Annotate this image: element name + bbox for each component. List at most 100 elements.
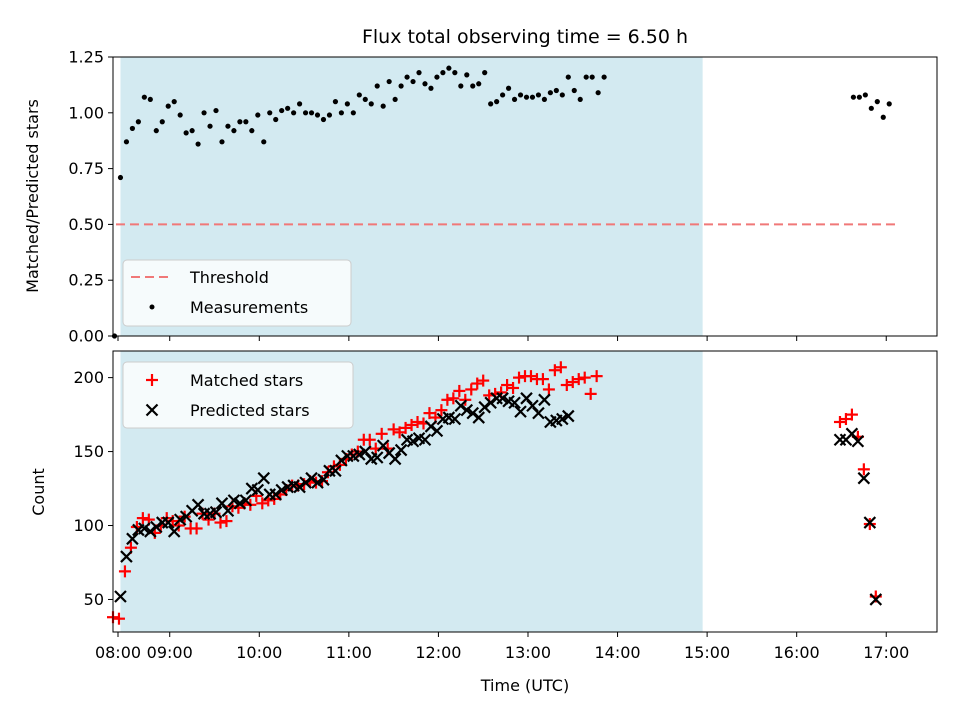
matched-star-point	[112, 612, 125, 625]
bottom-panel: 50 100 150 200 08:00 09:00 10:00 11:00 12:00 13:…	[29, 350, 938, 695]
matched-star-point	[447, 392, 460, 405]
measurement-point	[213, 107, 219, 114]
predicted-star-point	[161, 516, 175, 529]
predicted-star-point	[317, 473, 330, 486]
x-tick-label: 15:00	[684, 643, 730, 662]
measurement-point	[464, 72, 470, 78]
y-tick-label: 100	[73, 516, 104, 535]
legend-measurements-swatch	[149, 304, 155, 310]
predicted-star-point	[233, 497, 247, 510]
measurement-point	[195, 141, 201, 147]
measurement-point	[129, 125, 136, 132]
chart-title: Flux total observing time = 6.50 h	[362, 26, 688, 48]
measurement-point	[141, 94, 147, 100]
measurement-point	[273, 116, 279, 123]
measurement-point	[279, 107, 285, 114]
top-panel: 0.00 0.25 0.50 0.75 1.00 1.25 Flux total obse…	[23, 26, 938, 346]
measurement-point	[147, 96, 153, 103]
measurement-point	[410, 78, 416, 85]
predicted-star-point	[448, 412, 462, 426]
x-tick-label: 16:00	[774, 643, 820, 662]
measurement-point	[434, 74, 440, 80]
predicted-star-point	[126, 532, 139, 546]
legend-matched-swatch	[146, 374, 158, 386]
measurement-point	[171, 99, 177, 105]
measurement-point	[177, 112, 183, 118]
measurement-point	[577, 96, 583, 103]
measurement-point	[255, 112, 261, 118]
legend-predicted-label: Predicted stars	[190, 401, 310, 420]
legend-matched-label: Matched stars	[190, 371, 303, 390]
predicted-star-point	[514, 405, 527, 418]
measurement-point	[482, 70, 488, 76]
top-legend: Threshold Measurements	[122, 259, 352, 327]
predicted-star-point	[556, 412, 569, 426]
matched-star-point	[118, 565, 131, 578]
predicted-star-point	[857, 471, 871, 485]
measurement-point	[380, 103, 386, 109]
matched-star-point	[513, 371, 526, 384]
measurement-point	[362, 96, 368, 103]
predicted-star-point	[430, 424, 444, 438]
bottom-y-ticks: 50 100 150 200	[73, 368, 113, 609]
predicted-star-point	[209, 505, 223, 519]
y-tick-label: 1.00	[68, 103, 104, 122]
predicted-star-point	[538, 393, 551, 407]
measurement-point	[314, 112, 321, 118]
y-tick-label: 0.25	[68, 271, 104, 290]
measurement-point	[350, 110, 356, 116]
predicted-star-point	[120, 550, 133, 563]
x-axis-label: Time (UTC)	[480, 676, 569, 695]
measurement-point	[553, 87, 559, 94]
measurement-point	[308, 110, 315, 116]
matched-star-point	[465, 383, 478, 396]
measurement-point	[422, 81, 428, 87]
measurement-point	[500, 92, 506, 98]
predicted-star-point	[508, 396, 521, 410]
bottom-axes-frame	[112, 350, 938, 633]
predicted-star-point	[138, 522, 151, 535]
measurement-point	[225, 123, 231, 129]
measurement-point	[428, 85, 434, 91]
y-tick-label: 50	[84, 590, 104, 609]
matched-star-point	[584, 387, 597, 400]
measurement-point	[261, 139, 267, 145]
measurement-point	[302, 110, 309, 116]
predicted-star-point	[406, 434, 420, 448]
top-y-axis-label: Matched/Predicted stars	[23, 99, 42, 293]
predicted-star-point	[353, 448, 366, 461]
predicted-star-point	[472, 411, 486, 424]
measurement-point	[494, 99, 500, 105]
measurement-point	[326, 112, 333, 118]
measurement-point	[856, 94, 862, 100]
top-y-ticks: 0.00 0.25 0.50 0.75 1.00 1.25	[68, 48, 113, 346]
x-tick-label: 13:00	[505, 643, 551, 662]
bottom-legend-box	[122, 361, 354, 429]
x-tick-label: 10:00	[236, 643, 282, 662]
measurement-point	[488, 101, 494, 107]
matched-star-point	[190, 522, 203, 535]
measurement-point	[338, 110, 344, 116]
measurement-point	[416, 70, 422, 76]
matched-star-point	[857, 463, 870, 476]
measurement-point	[535, 92, 542, 98]
predicted-star-point	[173, 513, 187, 526]
predicted-star-point	[221, 504, 235, 518]
measurement-point	[183, 130, 189, 136]
measurement-point	[123, 139, 130, 145]
measurement-point	[583, 74, 589, 80]
matched-star-point	[453, 384, 466, 397]
measurement-point	[189, 128, 195, 134]
measurement-point	[446, 65, 452, 71]
predicted-star-point	[388, 452, 402, 466]
predicted-star-point	[114, 590, 127, 603]
measurement-point	[862, 92, 868, 98]
x-tick-label: 12:00	[415, 643, 461, 662]
x-tick-label: 11:00	[326, 643, 372, 662]
matched-star-point	[477, 374, 490, 387]
y-tick-label: 150	[73, 442, 104, 461]
measurement-point	[571, 87, 577, 94]
matched-star-point	[435, 404, 448, 417]
measurement-point	[404, 74, 410, 80]
